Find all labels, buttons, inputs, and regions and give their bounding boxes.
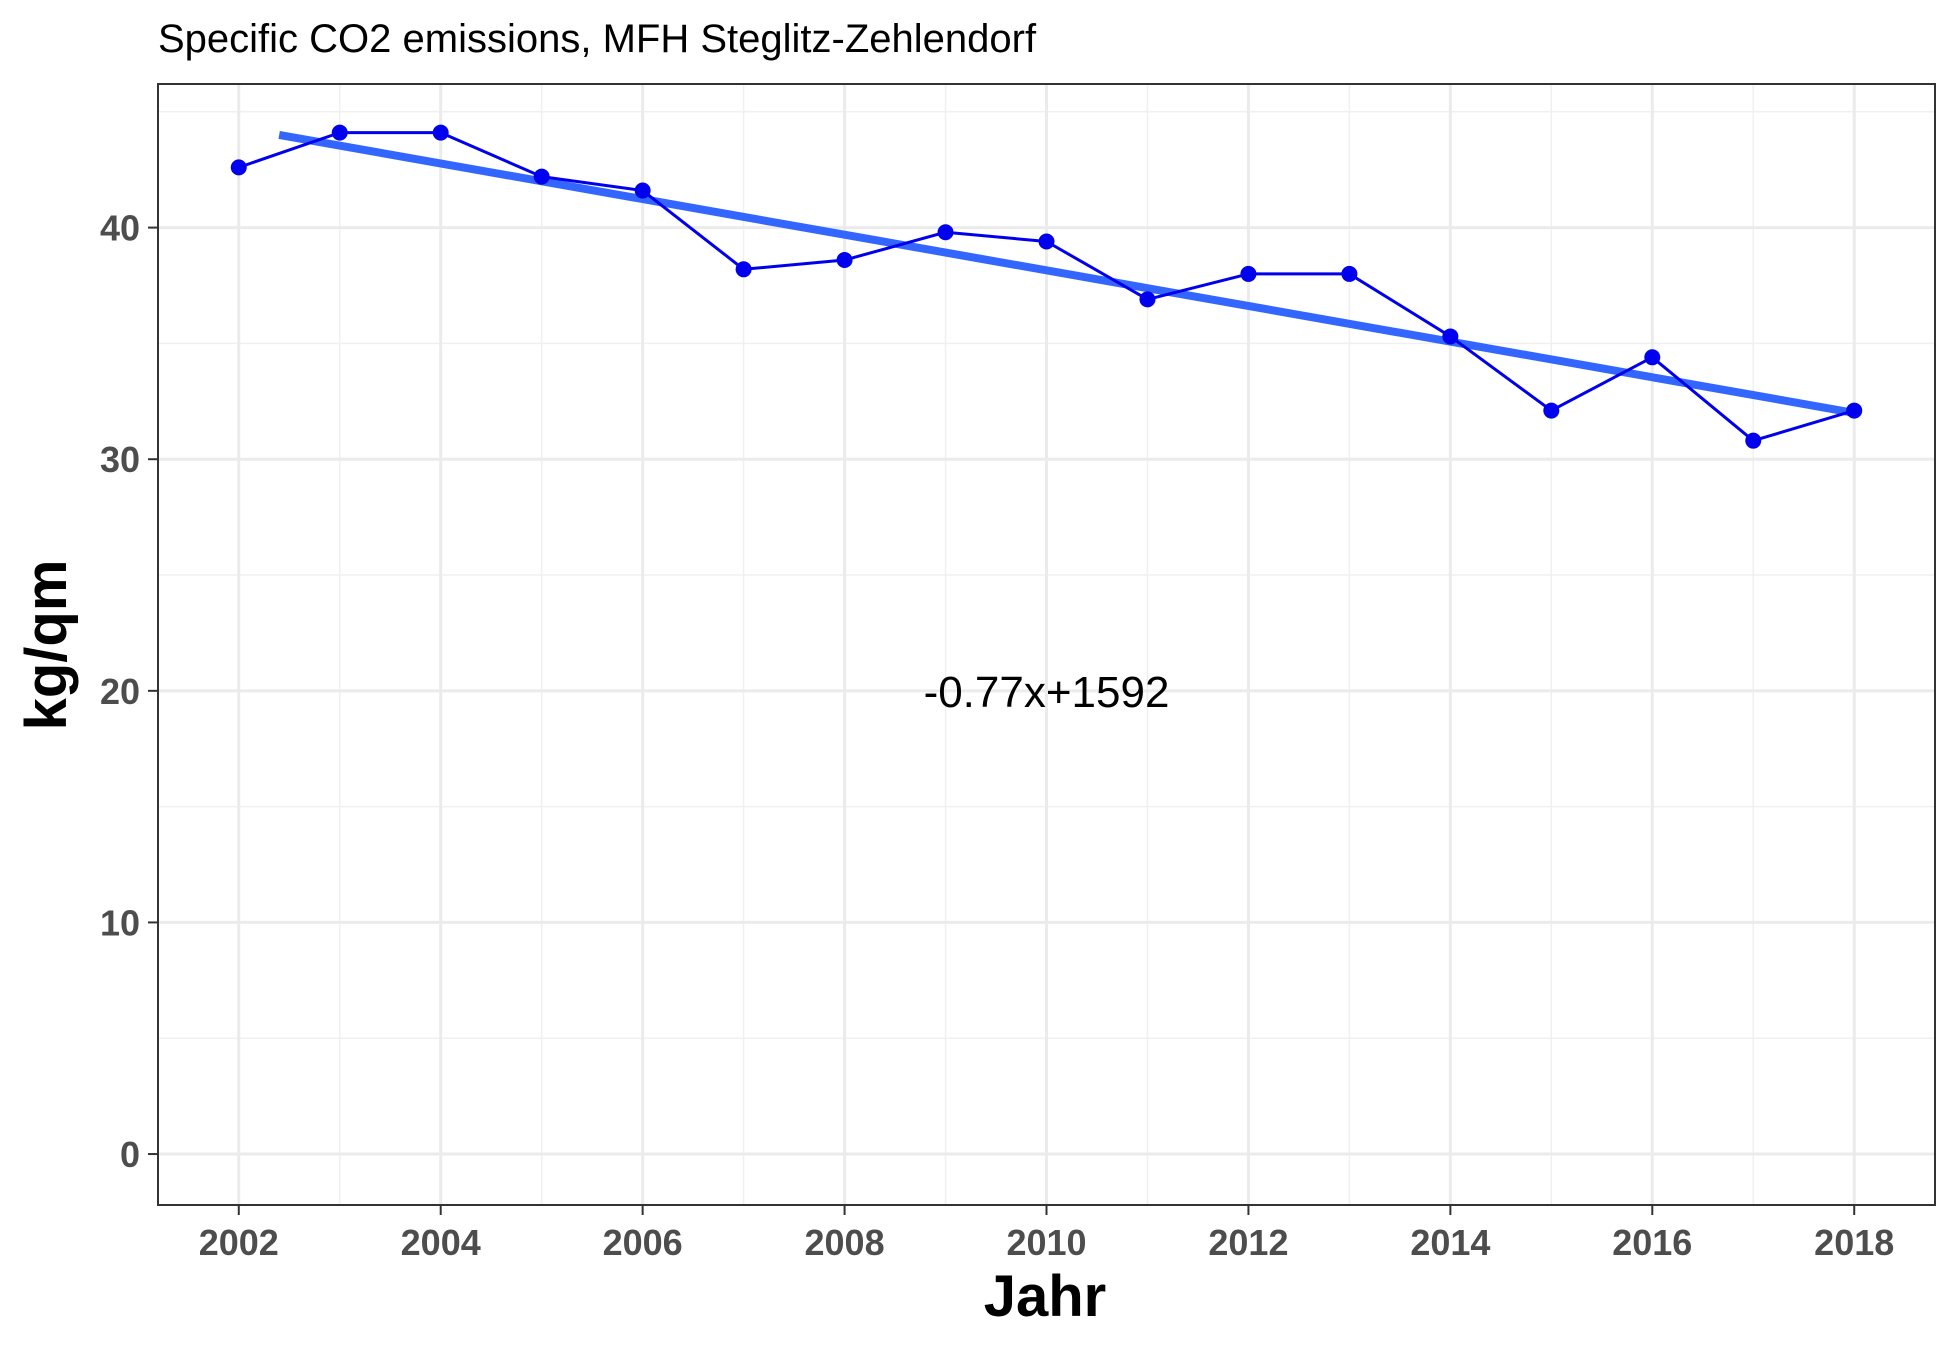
data-point: [1846, 402, 1863, 419]
annotation-layer: -0.77x+1592: [924, 668, 1170, 717]
data-point: [331, 124, 348, 141]
trend-line: [278, 131, 1855, 417]
x-tick-label: 2010: [1006, 1222, 1086, 1263]
data-point: [1543, 402, 1560, 419]
y-axis-title: kg/qm: [14, 560, 79, 731]
x-tick-label: 2004: [401, 1222, 481, 1263]
x-tick-label: 2016: [1612, 1222, 1692, 1263]
data-point: [230, 159, 247, 176]
data-point: [1240, 265, 1257, 282]
data-point: [1038, 233, 1055, 250]
data-point: [432, 124, 449, 141]
data-point: [634, 182, 651, 199]
x-tick-label: 2002: [199, 1222, 279, 1263]
data-point: [1442, 328, 1459, 345]
data-point: [1139, 291, 1156, 308]
data-point: [735, 261, 752, 278]
x-tick-label: 2006: [603, 1222, 683, 1263]
data-point: [1644, 349, 1661, 366]
data-point: [1341, 265, 1358, 282]
x-axis: 2002 2004 2006 2008 2010 2012 2014 2016 2018: [199, 1205, 1894, 1263]
y-tick-label: 40: [100, 208, 140, 249]
data-point: [1745, 432, 1762, 449]
data-point: [533, 168, 550, 185]
data-point: [937, 224, 954, 241]
chart-title: Specific CO2 emissions, MFH Steglitz-Zeh…: [158, 17, 1037, 61]
x-tick-label: 2008: [805, 1222, 885, 1263]
y-tick-label: 20: [100, 671, 140, 712]
series-layer: [230, 124, 1863, 449]
y-tick-label: 10: [100, 902, 140, 943]
y-tick-label: 30: [100, 439, 140, 480]
x-axis-title: Jahr: [984, 1264, 1107, 1329]
y-tick-label: 0: [120, 1134, 140, 1175]
trendline-layer: [278, 131, 1855, 417]
x-tick-label: 2012: [1208, 1222, 1288, 1263]
grid-major: [158, 84, 1935, 1205]
x-tick-label: 2018: [1814, 1222, 1894, 1263]
y-axis: 0 10 20 30 40: [100, 208, 158, 1175]
x-tick-label: 2014: [1410, 1222, 1490, 1263]
trend-equation: -0.77x+1592: [924, 668, 1170, 717]
data-point: [836, 252, 853, 269]
